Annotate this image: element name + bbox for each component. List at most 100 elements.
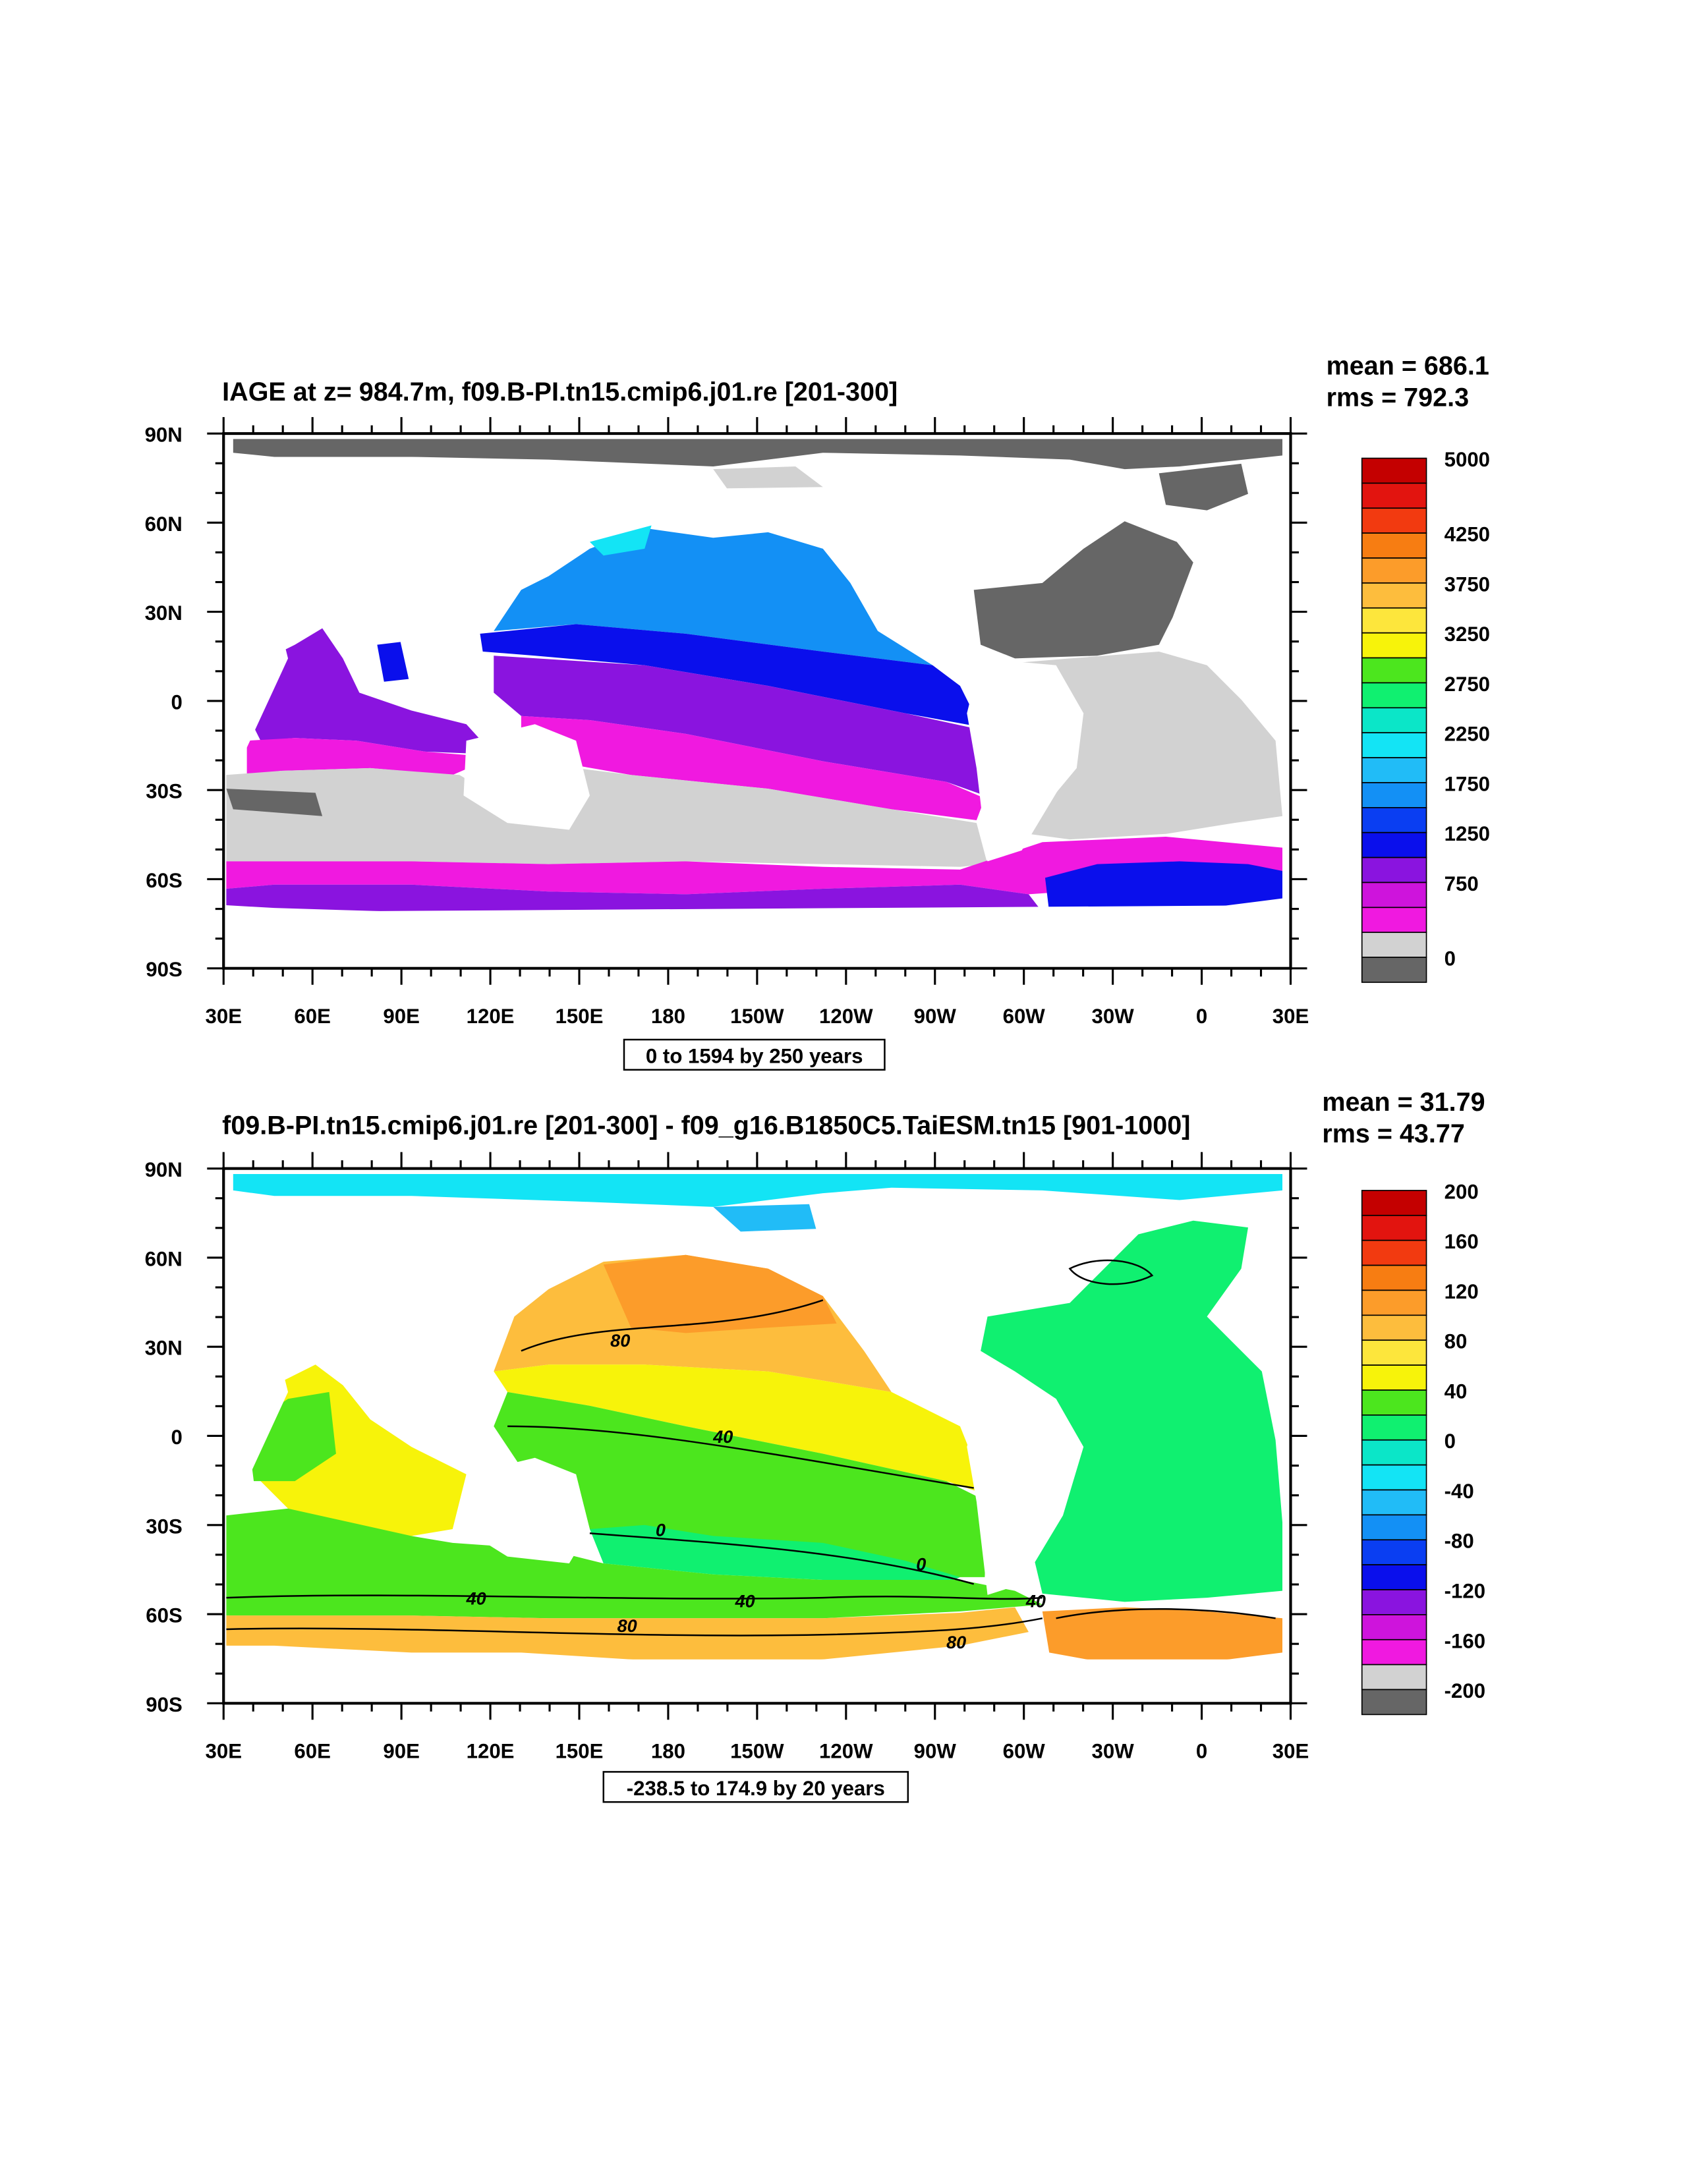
colorbar-swatch: [1361, 1264, 1427, 1291]
colorbar-swatch: [1361, 907, 1427, 934]
colorbar-label: 1750: [1444, 772, 1490, 795]
colorbar-label: 0: [1444, 947, 1456, 970]
colorbar-label: 4250: [1444, 523, 1490, 546]
arctic-light-patch: [713, 466, 823, 489]
colorbar-swatch: [1361, 1364, 1427, 1391]
colorbar-swatch: [1361, 1214, 1427, 1241]
panel-2-rms: rms = 43.77: [1322, 1119, 1465, 1148]
land-antarctica: [226, 905, 1283, 968]
lon-label: 120W: [819, 1740, 873, 1763]
colorbar-swatch: [1361, 882, 1427, 909]
lat-label: 90S: [146, 1693, 183, 1716]
panel-1-rms: rms = 792.3: [1327, 383, 1470, 412]
colorbar-label: 3250: [1444, 623, 1490, 646]
colorbar-label: 5000: [1444, 448, 1490, 471]
land-australia: [463, 724, 590, 830]
lon-label: 150W: [730, 1005, 784, 1028]
lon-label: 30E: [205, 1005, 242, 1028]
contour-0-equator: [589, 1532, 975, 1585]
colorbar-swatch: [1361, 1289, 1427, 1316]
land-africa: [226, 590, 289, 762]
north-pacific-deep-orange: [603, 1254, 837, 1333]
panel-2-info-box: [602, 1771, 909, 1803]
contour-label: 0: [916, 1554, 926, 1574]
lat-label: 60N: [145, 513, 183, 536]
contour-atlantic-loop: [1068, 1259, 1154, 1285]
lon-label: 30E: [1272, 1740, 1309, 1763]
north-atlantic: [973, 521, 1193, 659]
colorbar-label: -40: [1444, 1480, 1474, 1503]
colorbar-swatch: [1361, 757, 1427, 783]
contour-label: 80: [946, 1633, 966, 1652]
contour-40-north: [507, 1425, 974, 1489]
colorbar-label: 1250: [1444, 822, 1490, 845]
lon-label: 120E: [467, 1740, 515, 1763]
lon-label: 60E: [294, 1740, 331, 1763]
colorbar-swatch: [1361, 507, 1427, 534]
land-africa: [226, 1323, 289, 1495]
contour-lines: [226, 1259, 1276, 1637]
lat-label: 30S: [146, 780, 183, 803]
colorbar-swatch: [1361, 932, 1427, 958]
colorbar-swatch: [1361, 957, 1427, 983]
southern-orange-band: [226, 1607, 1029, 1667]
panel-1-mean: mean = 686.1: [1327, 352, 1489, 381]
colorbar-swatch: [1361, 1539, 1427, 1565]
lon-label: 60E: [294, 1005, 331, 1028]
lon-label: 90W: [914, 1005, 957, 1028]
lon-label: 180: [651, 1005, 685, 1028]
land-south-america: [967, 1391, 1084, 1595]
lon-label: 150E: [556, 1005, 604, 1028]
weddell-orange: [1042, 1607, 1283, 1667]
lat-label: 30N: [145, 1337, 183, 1360]
panel-2-colorbar: 200 160 120 80 40 0 -40 -80 -120 -160 -200: [1361, 1180, 1485, 1716]
southern-subtropics: [226, 768, 988, 867]
north-pacific-yellow: [494, 1364, 988, 1495]
bay-of-bengal: [377, 642, 409, 682]
colorbar-label: 80: [1444, 1330, 1468, 1353]
panel-1-lat-labels: 90N 60N 30N 0 30S 60S 90S: [145, 424, 183, 982]
panel-1-colorbar: 5000 4250 3750 3250 2750 2250 1750 1250 750 0: [1361, 448, 1490, 983]
lat-label: 0: [171, 1426, 182, 1449]
panel-1-title: IAGE at z= 984.7m, f09.B-PI.tn15.cmip6.j…: [222, 378, 898, 406]
colorbar-swatch: [1361, 732, 1427, 758]
lon-label: 90E: [383, 1740, 420, 1763]
colorbar-swatch: [1361, 1638, 1427, 1666]
panel-2-contour-info: -238.5 to 174.9 by 20 years: [627, 1777, 885, 1800]
lat-label: 30N: [145, 602, 183, 625]
colorbar-label: 3750: [1444, 573, 1490, 596]
colorbar-label: -200: [1444, 1679, 1485, 1702]
lon-label: 180: [651, 1740, 685, 1763]
lat-label: 30S: [146, 1515, 183, 1538]
lat-label: 60N: [145, 1247, 183, 1270]
panel-2-map: 80 40 0 0 40 80 40 80 40: [223, 1168, 1291, 1704]
colorbar-label: 160: [1444, 1230, 1479, 1253]
colorbar-swatch: [1361, 1664, 1427, 1691]
lat-label: 90S: [146, 958, 183, 981]
arctic-band: [233, 439, 1283, 470]
lon-label: 120E: [467, 1005, 515, 1028]
colorbar-swatch: [1361, 557, 1427, 584]
colorbar-swatch: [1361, 1564, 1427, 1590]
colorbar-swatch: [1361, 1689, 1427, 1716]
lon-label: 30E: [205, 1740, 242, 1763]
contour-label: 40: [1025, 1592, 1046, 1611]
contour-label: 40: [466, 1588, 486, 1608]
panel-1-lon-labels: 30E 60E 90E 120E 150E 180 150W 120W 90W 60W 30W 0 30…: [205, 1005, 1309, 1028]
lat-label: 60S: [146, 1604, 183, 1627]
indian-ocean-magenta: [246, 738, 494, 775]
colorbar-label: -80: [1444, 1530, 1474, 1553]
panel-2-lat-labels: 90N 60N 30N 0 30S 60S 90S: [145, 1158, 183, 1716]
colorbar-swatch: [1361, 856, 1427, 883]
panel-2-lon-labels: 30E 60E 90E 120E 150E 180 150W 120W 90W 60W 30W 0 30…: [205, 1740, 1309, 1763]
contour-label: 0: [656, 1520, 666, 1540]
colorbar-swatch: [1361, 831, 1427, 858]
lat-label: 0: [171, 690, 182, 714]
panel-1: IAGE at z= 984.7m, f09.B-PI.tn15.cmip6.j…: [145, 352, 1490, 1071]
lon-label: 60W: [1003, 1005, 1046, 1028]
lon-label: 60W: [1003, 1740, 1046, 1763]
colorbar-swatch: [1361, 782, 1427, 808]
colorbar-swatch: [1361, 1314, 1427, 1341]
panel-1-ticks: [207, 417, 1307, 985]
